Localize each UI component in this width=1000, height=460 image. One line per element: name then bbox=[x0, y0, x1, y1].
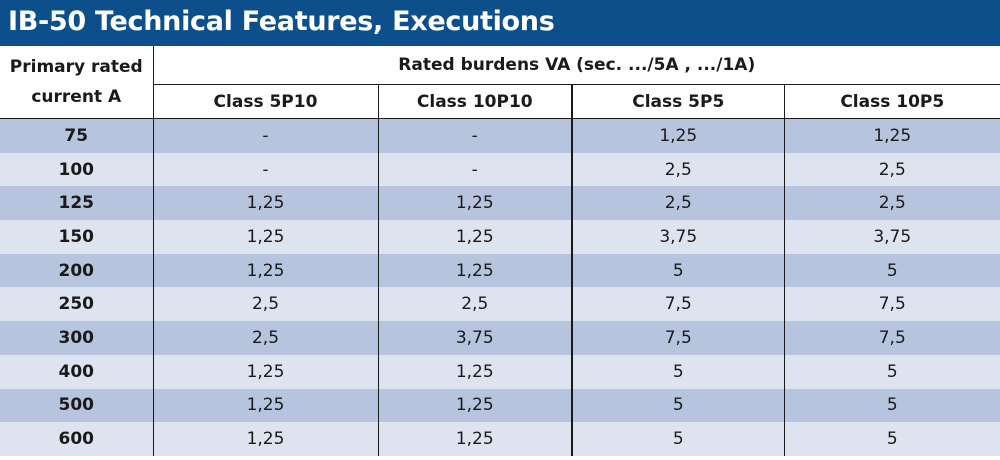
primary-header-line1: Primary rated bbox=[9, 57, 143, 77]
burden-value-cell: - bbox=[377, 152, 572, 187]
burden-value-cell: 2,5 bbox=[152, 321, 378, 355]
burden-value-cell: 7,5 bbox=[783, 321, 1000, 355]
primary-header-line2: current A bbox=[31, 87, 122, 107]
burden-value-cell: 1,25 bbox=[152, 388, 378, 423]
class-header: Class 5P5 bbox=[571, 84, 784, 119]
primary-current-cell: 500 bbox=[0, 388, 153, 423]
burden-value-cell: 7,5 bbox=[571, 321, 784, 355]
burden-value-cell: 3,75 bbox=[377, 321, 572, 355]
table-row: 150 1,25 1,25 3,75 3,75 bbox=[0, 220, 1000, 254]
rated-burdens-header: Rated burdens VA (sec. .../5A , .../1A) bbox=[152, 46, 1000, 85]
class-header: Class 10P5 bbox=[783, 84, 1000, 119]
primary-current-cell: 200 bbox=[0, 253, 153, 288]
burden-value-cell: 3,75 bbox=[783, 220, 1000, 254]
burden-value-cell: 1,25 bbox=[152, 220, 378, 254]
burden-value-cell: 2,5 bbox=[783, 186, 1000, 221]
burden-value-cell: 5 bbox=[783, 422, 1000, 456]
table-row: 250 2,5 2,5 7,5 7,5 bbox=[0, 287, 1000, 322]
class-header: Class 5P10 bbox=[152, 84, 378, 119]
class-header: Class 10P10 bbox=[377, 84, 572, 119]
table-row: 200 1,25 1,25 5 5 bbox=[0, 253, 1000, 288]
table-row: 400 1,25 1,25 5 5 bbox=[0, 354, 1000, 389]
burden-value-cell: 1,25 bbox=[571, 117, 784, 153]
burden-value-cell: 1,25 bbox=[152, 354, 378, 389]
header-row-1: Primary rated current A Rated burdens VA … bbox=[0, 46, 1000, 119]
burden-value-cell: 2,5 bbox=[377, 287, 572, 322]
burden-value-cell: 1,25 bbox=[152, 422, 378, 456]
burden-value-cell: 1,25 bbox=[783, 117, 1000, 153]
primary-current-cell: 400 bbox=[0, 354, 153, 389]
burden-value-cell: - bbox=[377, 117, 572, 153]
primary-current-cell: 100 bbox=[0, 152, 153, 187]
header-row-2: Class 5P10 Class 10P10 Class 5P5 Class 1… bbox=[0, 84, 1000, 119]
burden-value-cell: 1,25 bbox=[377, 422, 572, 456]
page-title: IB-50 Technical Features, Executions bbox=[0, 0, 1000, 46]
table-row: 500 1,25 1,25 5 5 bbox=[0, 388, 1000, 423]
burden-value-cell: 5 bbox=[783, 253, 1000, 288]
table-row: 300 2,5 3,75 7,5 7,5 bbox=[0, 321, 1000, 355]
primary-current-cell: 250 bbox=[0, 287, 153, 322]
burden-value-cell: 5 bbox=[571, 422, 784, 456]
burden-value-cell: 7,5 bbox=[783, 287, 1000, 322]
burden-value-cell: 1,25 bbox=[377, 253, 572, 288]
primary-rated-current-header: Primary rated current A bbox=[0, 46, 153, 119]
table-row: 125 1,25 1,25 2,5 2,5 bbox=[0, 186, 1000, 221]
burden-value-cell: 1,25 bbox=[152, 253, 378, 288]
burden-value-cell: 2,5 bbox=[783, 152, 1000, 187]
table-row: 100- -2,5 2,5 bbox=[0, 152, 1000, 187]
burden-value-cell: 2,5 bbox=[571, 152, 784, 187]
burden-value-cell: 5 bbox=[571, 253, 784, 288]
table-row: 75- -1,25 1,25 bbox=[0, 117, 1000, 153]
burden-value-cell: 1,25 bbox=[152, 186, 378, 221]
primary-current-cell: 600 bbox=[0, 422, 153, 456]
burden-value-cell: 5 bbox=[783, 388, 1000, 423]
burden-value-cell: 5 bbox=[571, 388, 784, 423]
burden-value-cell: - bbox=[152, 117, 378, 153]
burden-value-cell: - bbox=[152, 152, 378, 187]
table-row: 600 1,25 1,25 5 5 bbox=[0, 422, 1000, 456]
primary-current-cell: 150 bbox=[0, 220, 153, 254]
primary-current-cell: 125 bbox=[0, 186, 153, 221]
burden-value-cell: 7,5 bbox=[571, 287, 784, 322]
burden-value-cell: 2,5 bbox=[152, 287, 378, 322]
burden-value-cell: 5 bbox=[783, 354, 1000, 389]
burden-value-cell: 1,25 bbox=[377, 354, 572, 389]
burden-value-cell: 1,25 bbox=[377, 220, 572, 254]
burden-value-cell: 1,25 bbox=[377, 388, 572, 423]
burden-value-cell: 5 bbox=[571, 354, 784, 389]
technical-features-table: Primary rated current A Rated burdens VA … bbox=[0, 46, 1000, 456]
table-body: 75- -1,25 1,25 100- -2,5 2,5 125 1,25 1,25 2,5 2,5… bbox=[0, 117, 1000, 456]
primary-current-cell: 75 bbox=[0, 117, 153, 153]
burden-value-cell: 2,5 bbox=[571, 186, 784, 221]
burden-value-cell: 1,25 bbox=[377, 186, 572, 221]
primary-current-cell: 300 bbox=[0, 321, 153, 355]
burden-value-cell: 3,75 bbox=[571, 220, 784, 254]
